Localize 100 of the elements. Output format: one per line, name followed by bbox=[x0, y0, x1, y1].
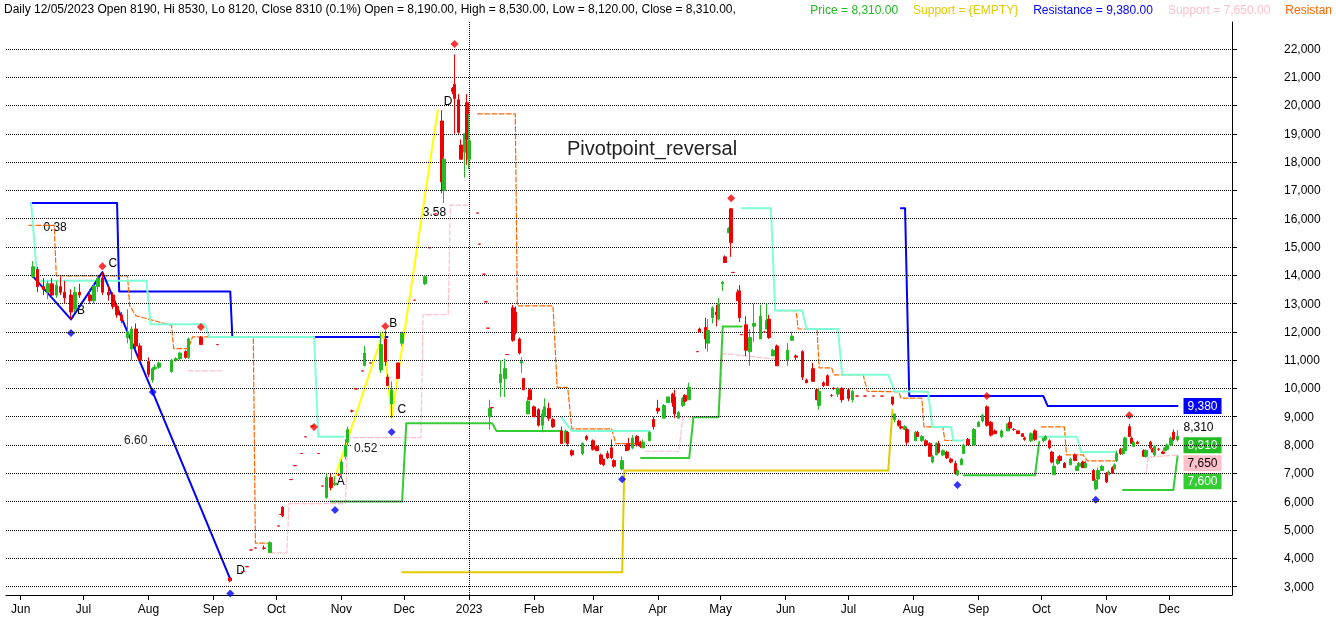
candlestick bbox=[1176, 429, 1179, 443]
candlestick bbox=[520, 356, 523, 374]
candlestick bbox=[840, 386, 844, 404]
candlestick bbox=[560, 426, 563, 445]
candlestick bbox=[585, 434, 588, 442]
text: Support = 7,650.00 bbox=[1167, 3, 1271, 17]
candlestick bbox=[811, 362, 815, 382]
candlestick bbox=[73, 286, 77, 313]
candlestick bbox=[602, 458, 605, 467]
candlestick bbox=[786, 342, 789, 367]
candlestick bbox=[666, 396, 670, 404]
annotation: C bbox=[397, 401, 407, 416]
candlestick bbox=[325, 472, 328, 500]
candlestick bbox=[1169, 437, 1173, 446]
y-tick-label: 13,000 bbox=[1284, 296, 1322, 311]
candlestick bbox=[42, 277, 45, 296]
candlestick bbox=[928, 443, 932, 457]
candlestick bbox=[329, 472, 333, 491]
point bbox=[1125, 411, 1134, 420]
candlestick bbox=[423, 274, 427, 286]
candlestick bbox=[847, 387, 850, 402]
candlestick bbox=[920, 434, 924, 443]
y-tick-label: 11,000 bbox=[1284, 353, 1321, 368]
candlestick bbox=[1115, 450, 1118, 463]
y-tick-label: 17,000 bbox=[1284, 183, 1322, 198]
candlestick bbox=[268, 540, 272, 554]
candlestick bbox=[836, 386, 840, 398]
y-tick-label: 9,000 bbox=[1284, 409, 1315, 424]
candlestick bbox=[518, 337, 521, 355]
candlestick bbox=[581, 441, 584, 456]
candlestick bbox=[386, 373, 389, 387]
text: Price = 8,310.00 bbox=[810, 3, 899, 17]
candlestick bbox=[1073, 453, 1077, 462]
candlestick bbox=[687, 382, 691, 401]
candlestick bbox=[522, 378, 525, 391]
candlestick bbox=[457, 93, 460, 135]
candlestick bbox=[851, 389, 854, 404]
x-tick-label: Sep bbox=[967, 602, 990, 616]
candlestick bbox=[384, 329, 387, 367]
candlestick bbox=[151, 366, 154, 384]
candlestick bbox=[767, 314, 771, 340]
x-tick-label: Apr bbox=[648, 602, 668, 616]
candlestick bbox=[826, 373, 829, 387]
annotation: C bbox=[108, 256, 118, 271]
candlestick bbox=[775, 344, 779, 367]
data-label: 9,380 bbox=[1187, 398, 1218, 413]
candlestick bbox=[721, 280, 724, 292]
candlestick bbox=[1033, 428, 1037, 442]
candlestick bbox=[759, 304, 762, 340]
candlestick bbox=[1092, 468, 1095, 481]
point bbox=[450, 40, 459, 49]
candlestick bbox=[1029, 431, 1033, 443]
candlestick bbox=[187, 337, 190, 360]
candlestick bbox=[459, 138, 463, 160]
candlestick bbox=[340, 458, 343, 477]
y-tick-label: 4,000 bbox=[1284, 551, 1315, 566]
candlestick bbox=[945, 450, 949, 460]
data-label: 7,650 bbox=[1187, 456, 1218, 471]
candlestick bbox=[1000, 428, 1003, 439]
candlestick bbox=[723, 254, 727, 264]
point bbox=[148, 388, 157, 397]
candlestick bbox=[790, 331, 794, 341]
y-tick-label: 15,000 bbox=[1284, 239, 1322, 254]
text: Support = {EMPTY} bbox=[913, 3, 1019, 17]
candlestick bbox=[36, 266, 39, 293]
annotation: D bbox=[236, 563, 246, 578]
x-tick-label: Mar bbox=[582, 602, 604, 616]
point bbox=[381, 322, 390, 331]
candlestick bbox=[1048, 438, 1051, 450]
x-tick-label: Oct bbox=[267, 602, 287, 616]
candlestick bbox=[88, 288, 92, 305]
x-tick-label: Nov bbox=[1095, 602, 1117, 616]
candlestick bbox=[396, 362, 400, 380]
candlestick bbox=[69, 288, 73, 320]
candlestick bbox=[379, 331, 383, 374]
point bbox=[331, 506, 340, 515]
x-tick-label: Jun bbox=[10, 602, 31, 616]
text: Resistan bbox=[1285, 3, 1332, 17]
candlestick bbox=[50, 277, 54, 299]
candlestick bbox=[771, 348, 775, 357]
data-label: 7,600 bbox=[1187, 474, 1218, 489]
candlestick bbox=[794, 353, 798, 361]
x-tick-label: Dec bbox=[393, 602, 415, 616]
candlestick bbox=[981, 413, 984, 423]
y-tick-label: 16,000 bbox=[1284, 211, 1322, 226]
x-tick-label: Jun bbox=[775, 602, 796, 616]
candlestick bbox=[400, 331, 404, 347]
candlestick bbox=[972, 428, 976, 446]
text: Resistance = 9,380.00 bbox=[1033, 3, 1154, 17]
candlestick bbox=[648, 430, 651, 442]
y-tick-label: 3,000 bbox=[1284, 579, 1315, 594]
candlestick bbox=[228, 577, 232, 583]
candlestick bbox=[591, 438, 595, 452]
candlestick bbox=[55, 280, 58, 299]
x-tick-label: Aug bbox=[137, 602, 160, 616]
candlestick bbox=[1172, 428, 1175, 442]
y-tick-label: 22,000 bbox=[1284, 41, 1322, 56]
x-tick-label: Dec bbox=[1158, 602, 1180, 616]
candlestick bbox=[960, 457, 963, 466]
candlestick bbox=[570, 448, 574, 457]
